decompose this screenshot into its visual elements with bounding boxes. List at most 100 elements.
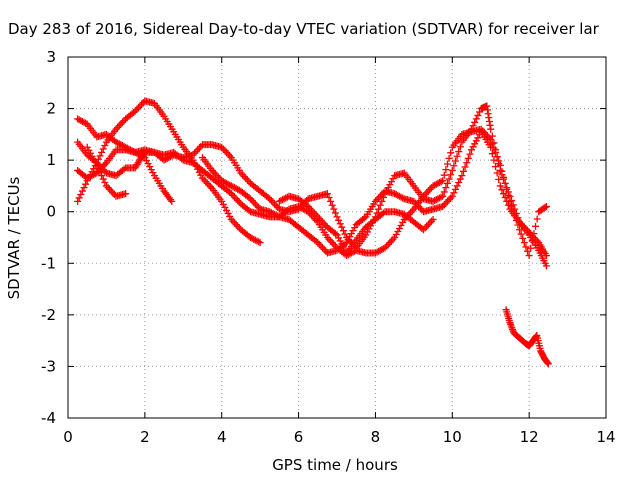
data-point xyxy=(245,194,253,202)
data-point xyxy=(207,183,215,191)
data-point xyxy=(88,168,96,176)
data-point xyxy=(466,150,474,158)
data-point xyxy=(303,201,311,209)
data-point xyxy=(488,150,496,158)
data-point xyxy=(501,179,509,187)
data-point xyxy=(106,185,114,193)
data-point xyxy=(231,219,239,227)
data-point xyxy=(96,168,104,176)
data-point xyxy=(450,162,458,170)
data-point xyxy=(487,125,495,133)
y-tick-label: 1 xyxy=(46,151,56,169)
x-tick-label: 6 xyxy=(294,428,304,446)
y-tick-label: -2 xyxy=(41,306,56,324)
data-point xyxy=(117,120,125,128)
data-point xyxy=(226,152,234,160)
data-point xyxy=(351,224,359,232)
data-point xyxy=(102,182,110,190)
data-point xyxy=(86,171,94,179)
y-tick-label: -3 xyxy=(41,357,56,375)
y-tick-label: 3 xyxy=(46,48,56,66)
data-point xyxy=(408,207,416,215)
data-marks xyxy=(74,97,552,368)
data-point xyxy=(149,169,157,177)
data-point xyxy=(83,177,91,185)
data-point xyxy=(421,224,429,232)
data-point xyxy=(542,252,550,260)
data-point xyxy=(240,172,248,180)
chart-title: Day 283 of 2016, Sidereal Day-to-day VTE… xyxy=(8,20,600,38)
data-point xyxy=(190,159,198,167)
data-point xyxy=(256,239,264,247)
data-point xyxy=(110,191,118,199)
data-point xyxy=(307,206,315,214)
data-point xyxy=(386,239,394,247)
data-point xyxy=(451,157,459,165)
data-point xyxy=(144,160,152,168)
data-point xyxy=(328,239,336,247)
data-point xyxy=(379,209,387,217)
data-point xyxy=(530,230,538,238)
data-point xyxy=(218,197,226,205)
data-point xyxy=(448,192,456,200)
data-point xyxy=(341,230,349,238)
data-point xyxy=(447,149,455,157)
data-point xyxy=(344,236,352,244)
data-point xyxy=(496,182,504,190)
series-trace-e xyxy=(83,143,130,200)
data-point xyxy=(96,152,104,160)
data-point xyxy=(378,197,386,205)
data-point xyxy=(443,197,451,205)
data-point xyxy=(426,185,434,193)
data-point xyxy=(82,119,90,127)
series-trace-g xyxy=(275,192,437,257)
x-tick-label: 14 xyxy=(596,428,615,446)
data-point xyxy=(333,213,341,221)
data-point xyxy=(253,202,261,210)
data-point xyxy=(331,230,339,238)
data-point xyxy=(532,222,540,230)
data-point xyxy=(200,176,208,184)
data-point xyxy=(195,168,203,176)
data-point xyxy=(492,163,500,171)
data-point xyxy=(391,234,399,241)
data-point xyxy=(459,167,467,175)
data-point xyxy=(474,134,482,142)
data-point xyxy=(343,239,351,247)
data-point xyxy=(453,182,461,190)
data-point xyxy=(423,189,431,197)
y-tick-label: 2 xyxy=(46,100,56,118)
data-point xyxy=(442,199,450,207)
data-point xyxy=(493,169,501,177)
data-point xyxy=(88,152,96,160)
data-point xyxy=(98,148,106,156)
data-point xyxy=(317,242,325,250)
data-point xyxy=(142,157,150,165)
data-point xyxy=(447,194,455,202)
x-tick-label: 10 xyxy=(443,428,462,446)
data-point xyxy=(319,244,327,252)
data-point xyxy=(338,223,346,231)
data-point xyxy=(389,175,397,183)
data-point xyxy=(458,172,466,180)
data-point xyxy=(224,150,232,158)
data-point xyxy=(464,154,472,162)
data-point xyxy=(312,211,320,219)
data-point xyxy=(488,140,496,148)
data-point xyxy=(439,203,447,211)
data-point xyxy=(469,143,477,151)
data-point xyxy=(349,227,357,235)
data-point xyxy=(107,187,115,195)
data-point xyxy=(512,216,520,224)
data-point xyxy=(197,142,205,150)
data-point xyxy=(239,171,247,179)
data-point xyxy=(226,188,234,196)
data-point xyxy=(341,246,349,254)
data-point xyxy=(219,200,227,208)
data-point xyxy=(99,145,107,153)
data-point xyxy=(375,205,383,213)
data-point xyxy=(83,143,91,151)
data-point xyxy=(399,218,407,226)
data-point xyxy=(397,221,405,229)
